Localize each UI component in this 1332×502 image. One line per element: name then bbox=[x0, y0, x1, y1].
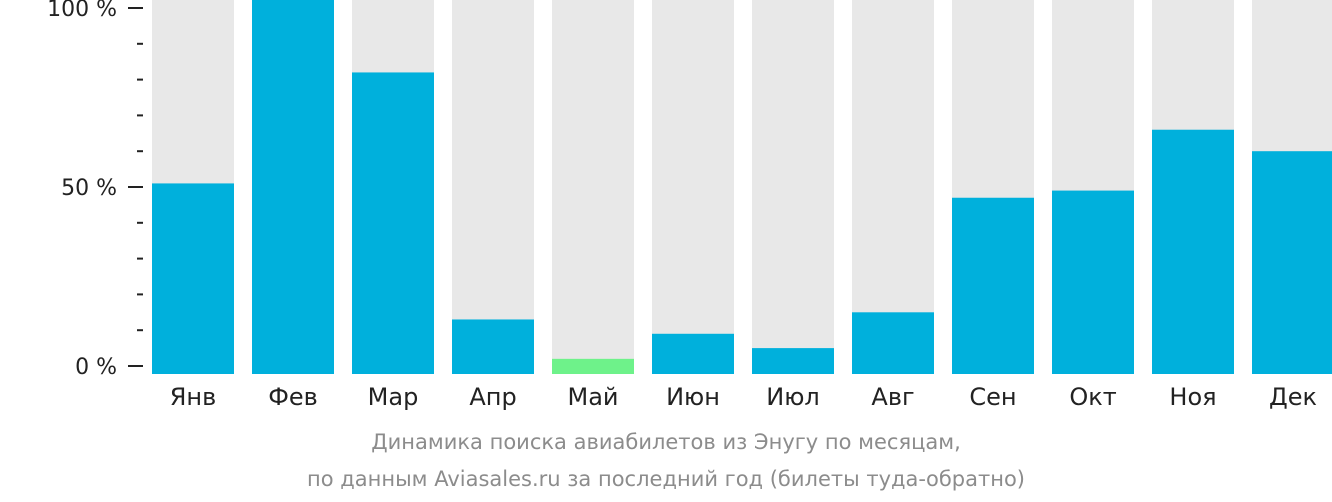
x-tick-label: Дек bbox=[1269, 383, 1317, 411]
bar-8 bbox=[852, 312, 934, 374]
x-tick-label: Апр bbox=[469, 383, 516, 411]
x-tick-label: Янв bbox=[170, 383, 217, 411]
bar-track bbox=[852, 0, 934, 374]
bar-track bbox=[552, 0, 634, 374]
bars bbox=[152, 0, 1332, 374]
y-tick-label: 0 % bbox=[75, 355, 117, 380]
y-tick-label: 100 % bbox=[47, 0, 117, 22]
bar-1 bbox=[152, 183, 234, 374]
x-tick-label: Июн bbox=[666, 383, 720, 411]
x-tick-label: Июл bbox=[766, 383, 820, 411]
bar-track bbox=[452, 0, 534, 374]
chart-caption-line-2: по данным Aviasales.ru за последний год … bbox=[307, 467, 1025, 491]
x-tick-label: Май bbox=[567, 383, 618, 411]
x-tick-label: Ноя bbox=[1169, 383, 1216, 411]
bar-7 bbox=[752, 348, 834, 374]
x-tick-label: Авг bbox=[871, 383, 914, 411]
bar-12 bbox=[1252, 151, 1332, 374]
chart-caption-line-1: Динамика поиска авиабилетов из Энугу по … bbox=[371, 430, 961, 454]
bar-track bbox=[752, 0, 834, 374]
x-tick-label: Сен bbox=[969, 383, 1016, 411]
x-axis-labels: Янв Фев Мар Апр Май Июн Июл Авг Сен Окт Ноя Дек bbox=[170, 383, 1317, 411]
y-axis: 100 % 50 % 0 % bbox=[47, 0, 143, 380]
bar-2 bbox=[252, 0, 334, 374]
bar-11 bbox=[1152, 129, 1234, 374]
y-tick-label: 50 % bbox=[61, 176, 117, 201]
bar-6 bbox=[652, 333, 734, 374]
x-tick-label: Окт bbox=[1069, 383, 1116, 411]
bar-chart: 100 % 50 % 0 % Янв Фев Мар Апр Май Июн Июл Авг Сен… bbox=[47, 0, 1332, 411]
bar-9 bbox=[952, 197, 1034, 374]
bar-track bbox=[652, 0, 734, 374]
bar-5 bbox=[552, 358, 634, 374]
x-tick-label: Мар bbox=[368, 383, 419, 411]
bar-4 bbox=[452, 319, 534, 374]
bar-3 bbox=[352, 72, 434, 374]
x-tick-label: Фев bbox=[268, 383, 318, 411]
bar-10 bbox=[1052, 190, 1134, 374]
